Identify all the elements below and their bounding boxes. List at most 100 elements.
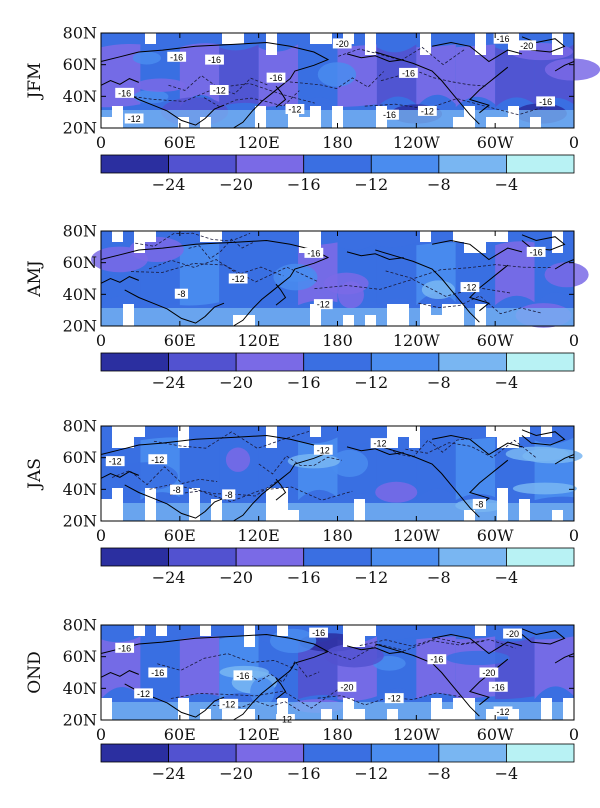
missing-data-cell	[211, 499, 222, 521]
contour-label-bg	[233, 670, 253, 681]
missing-data-cell	[442, 709, 453, 720]
coastline	[554, 653, 575, 664]
contour-label-text: -16	[118, 643, 131, 653]
contour-label-bg	[309, 627, 328, 638]
missing-data-cell	[486, 117, 497, 128]
contour-label-bg	[313, 444, 333, 455]
missing-data-cell	[354, 709, 365, 720]
colorbar-swatch	[438, 154, 507, 174]
lon-tick-label: 120E	[238, 526, 280, 545]
contour-label-text: -8	[475, 499, 483, 509]
contour-region	[416, 44, 456, 108]
missing-data-cell	[266, 426, 277, 448]
coastline	[275, 283, 287, 306]
colorbar-tick-label: −8	[427, 373, 451, 392]
colorbar-swatch	[303, 743, 372, 763]
contour-label-text: -16	[492, 682, 505, 692]
coastline	[100, 41, 330, 129]
missing-data-cell	[387, 709, 398, 720]
coastline	[468, 66, 509, 114]
contour-region	[278, 267, 314, 282]
contour-label-text: -8	[225, 490, 233, 500]
missing-data-cell	[387, 304, 398, 326]
missing-data-cell	[486, 709, 497, 720]
missing-data-cell	[134, 625, 145, 636]
contour-region	[495, 44, 535, 108]
missing-data-cell	[222, 709, 233, 720]
missing-data-cell	[189, 488, 200, 521]
contour-label: -16	[266, 72, 286, 83]
contour-label-text: -16	[539, 97, 552, 107]
coastline	[468, 459, 509, 507]
lon-tick-label: 60W	[477, 725, 514, 744]
coastline	[432, 41, 523, 63]
contour-label-text: -16	[236, 671, 249, 681]
contour-label: -8	[222, 489, 236, 500]
missing-data-cell	[497, 117, 508, 128]
colorbar-swatch	[100, 547, 169, 567]
colorbar-tick-label: −20	[219, 373, 253, 392]
missing-data-cell	[244, 625, 255, 647]
lat-tick-label: 60N	[63, 55, 97, 74]
colorbar-swatch	[303, 352, 372, 372]
coastline	[124, 91, 225, 126]
contour-region	[544, 262, 589, 288]
missing-data-cell	[552, 510, 563, 521]
contour-line	[380, 70, 486, 87]
contour-label-bg	[460, 282, 480, 293]
contour-label-text: -16	[118, 88, 131, 98]
missing-data-cell	[552, 33, 563, 55]
contour-line	[317, 692, 461, 706]
lon-tick-label: 0	[96, 725, 106, 744]
contour-label: -20	[337, 681, 357, 692]
contour-label: -12	[228, 273, 248, 284]
contour-label-text: -12	[213, 86, 226, 96]
missing-data-cell	[354, 625, 365, 647]
missing-data-cell	[343, 698, 354, 720]
colorbar-swatch	[168, 154, 237, 174]
contour-label-bg	[219, 698, 239, 709]
missing-data-cell	[233, 315, 244, 326]
missing-data-cell	[112, 106, 123, 128]
contour-label-bg	[503, 628, 522, 639]
missing-data-cell	[486, 426, 497, 437]
missing-data-cell	[387, 426, 398, 448]
lon-tick-label: 0	[569, 331, 579, 350]
contour-region	[505, 446, 569, 462]
missing-data-cell	[541, 426, 552, 437]
colorbar-tick-label: −12	[354, 568, 388, 587]
lat-tick-label: 20N	[63, 317, 97, 336]
contour-region	[132, 51, 161, 65]
lon-tick-label: 0	[96, 331, 106, 350]
contour-label: -12	[209, 85, 229, 96]
colorbar-tick-label: −24	[152, 568, 186, 587]
contour-label-bg	[134, 688, 153, 699]
missing-data-cell	[310, 33, 321, 44]
missing-data-cell	[453, 117, 464, 128]
colorbar-tick-label: −16	[287, 568, 321, 587]
contour-label-bg	[205, 54, 224, 65]
contour-region	[534, 636, 574, 700]
colorbar-swatch	[168, 352, 237, 372]
lon-tick-label: 120E	[238, 331, 280, 350]
contour-line	[168, 75, 268, 95]
missing-data-cell	[233, 709, 244, 720]
coastline	[554, 259, 575, 270]
contour-label: -16	[115, 642, 135, 653]
contour-line	[153, 431, 310, 449]
contour-line	[324, 640, 486, 661]
contour-region	[323, 272, 369, 295]
contour-region	[455, 437, 496, 501]
colorbar: −24 −20 −16 −12 −8 −4	[100, 154, 575, 194]
colorbar-swatch	[506, 547, 575, 567]
missing-data-cell	[541, 698, 552, 720]
contour-label: -16	[427, 654, 447, 665]
contour-label-text: -8	[177, 289, 185, 299]
missing-data-cell	[310, 231, 321, 253]
coastline	[432, 434, 523, 456]
lon-tick-label: 60E	[164, 331, 196, 350]
map-panel-jfm: -16 -20 -16 -20 -16 -16 -16 -12 -16 -12 -16 -12 -12 -…	[25, 24, 600, 152]
missing-data-cell	[178, 426, 189, 448]
contour-label-text: -20	[520, 41, 533, 51]
